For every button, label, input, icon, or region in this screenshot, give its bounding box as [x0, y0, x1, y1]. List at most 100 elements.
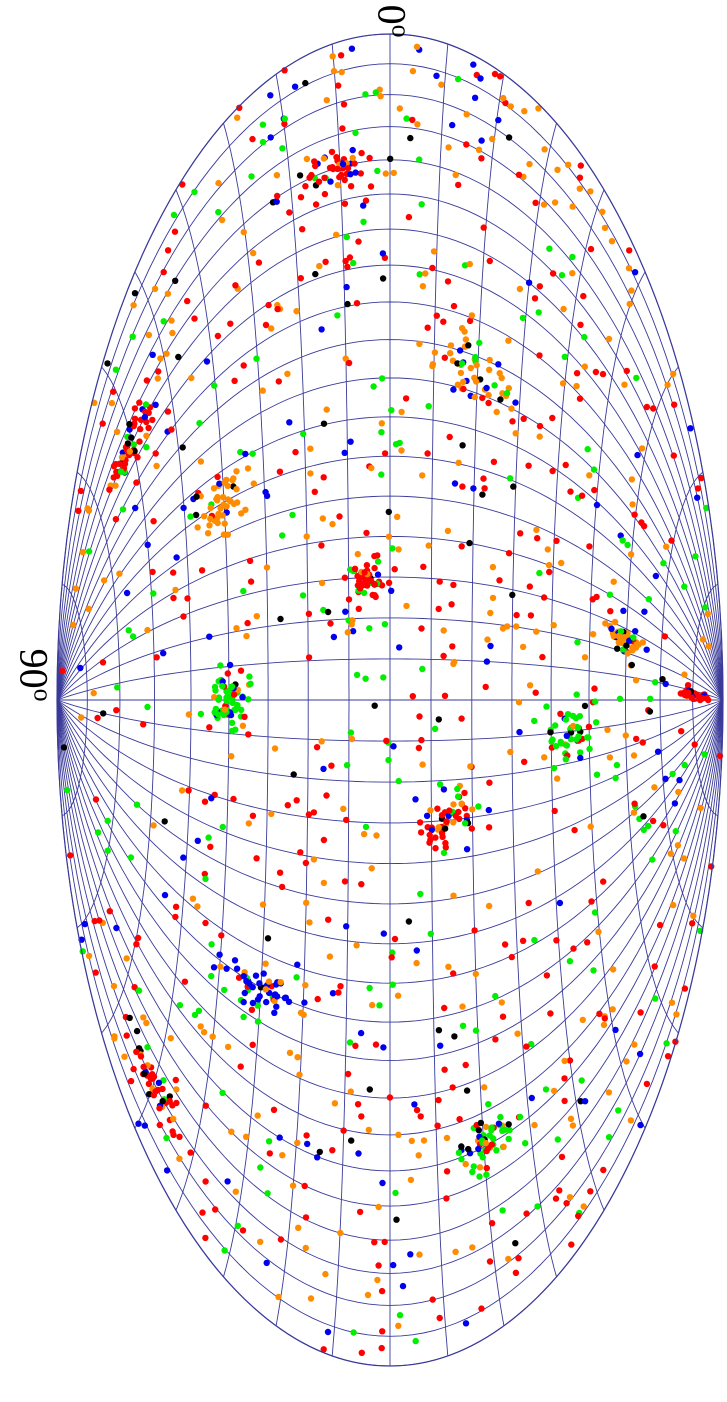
data-point-595: [331, 1100, 339, 1107]
data-point-929: [142, 408, 149, 416]
data-point-1422: [388, 407, 395, 414]
data-point-1134: [612, 774, 619, 782]
data-point-573: [344, 629, 351, 636]
data-point-1175: [549, 414, 556, 422]
data-point-1412: [314, 995, 321, 1003]
data-point-888: [391, 935, 399, 943]
data-point-1170: [112, 482, 119, 489]
data-point-1041: [253, 613, 260, 620]
data-point-139: [435, 605, 442, 613]
data-point-1346: [221, 706, 229, 713]
data-point-917: [478, 137, 485, 144]
grid-meridian-26: [56, 699, 724, 1023]
data-point-551: [150, 822, 157, 829]
data-point-1275: [549, 270, 557, 277]
data-point-484: [694, 485, 702, 492]
data-point-685: [419, 665, 426, 673]
data-point-1478: [341, 574, 349, 581]
data-point-1215: [143, 444, 150, 451]
data-point-943: [629, 647, 636, 654]
data-point-146: [356, 1208, 364, 1216]
data-point-1108: [339, 125, 346, 132]
data-point-1292: [413, 959, 420, 967]
data-point-1502: [473, 362, 480, 369]
data-point-910: [569, 253, 576, 261]
data-point-1470: [221, 986, 228, 994]
data-point-287: [608, 625, 615, 632]
data-point-1401: [230, 500, 238, 508]
data-point-1232: [496, 73, 504, 80]
data-point-594: [505, 1121, 512, 1128]
data-point-705: [268, 810, 275, 818]
data-point-738: [253, 855, 260, 862]
data-point-272: [566, 1194, 574, 1201]
data-point-192: [149, 416, 156, 424]
data-point-1072: [137, 1053, 145, 1060]
data-point-953: [557, 710, 564, 717]
data-point-1469: [454, 360, 461, 367]
data-point-1004: [495, 116, 502, 124]
data-point-721: [588, 898, 595, 905]
data-point-1342: [501, 1126, 509, 1134]
data-point-1322: [166, 1097, 173, 1105]
data-point-1007: [217, 662, 224, 669]
data-point-1464: [440, 318, 447, 325]
data-point-1219: [432, 845, 439, 852]
data-point-949: [230, 795, 237, 803]
data-point-789: [234, 1222, 241, 1230]
data-point-826: [247, 578, 255, 585]
data-point-677: [308, 171, 315, 179]
data-point-1369: [209, 1033, 216, 1040]
data-point-1531: [303, 899, 310, 906]
data-point-1286: [370, 383, 377, 390]
data-point-1371: [573, 382, 580, 390]
data-point-1379: [698, 474, 705, 482]
data-point-1450: [79, 948, 86, 955]
data-point-156: [313, 744, 321, 751]
data-point-274: [202, 1234, 209, 1242]
data-point-367: [237, 667, 245, 674]
data-point-292: [461, 820, 469, 827]
data-point-474: [593, 719, 600, 726]
data-point-1441: [228, 684, 235, 691]
grid-meridian-15: [56, 576, 724, 701]
data-point-1127: [533, 628, 540, 635]
data-point-1524: [488, 1141, 495, 1148]
data-point-1496: [233, 486, 240, 493]
data-point-838: [409, 67, 417, 75]
data-point-1044: [637, 1121, 644, 1129]
data-point-36: [499, 1207, 506, 1214]
data-point-808: [416, 1251, 423, 1258]
data-point-566: [127, 1077, 135, 1085]
data-point-453: [322, 1270, 329, 1278]
data-point-1259: [116, 570, 123, 577]
data-point-101: [565, 161, 572, 168]
data-point-544: [242, 506, 249, 513]
data-point-654: [394, 513, 401, 520]
data-point-1569: [586, 472, 593, 479]
data-point-103: [364, 1291, 372, 1299]
data-point-1566: [576, 185, 583, 192]
data-point-623: [294, 961, 301, 968]
grid-meridian-34: [56, 699, 724, 1306]
data-point-844: [206, 724, 213, 731]
data-point-94: [267, 134, 274, 141]
data-point-957: [451, 480, 459, 487]
data-point-1223: [580, 1203, 587, 1210]
data-point-401: [270, 1106, 278, 1114]
data-point-366: [472, 1027, 480, 1034]
data-point-1115: [676, 776, 683, 784]
data-point-1602: [515, 1255, 522, 1262]
data-point-1317: [239, 694, 246, 701]
data-point-1554: [374, 167, 381, 175]
data-point-1214: [305, 610, 313, 617]
data-point-89: [573, 691, 580, 698]
data-point-1029: [581, 1098, 589, 1105]
data-point-818: [262, 960, 269, 967]
data-point-1331: [577, 162, 584, 169]
data-point-1266: [323, 406, 330, 413]
data-point-948: [254, 1018, 262, 1025]
data-point-1217: [516, 1113, 524, 1121]
data-point-462: [438, 81, 445, 88]
data-point-1532: [458, 715, 465, 722]
